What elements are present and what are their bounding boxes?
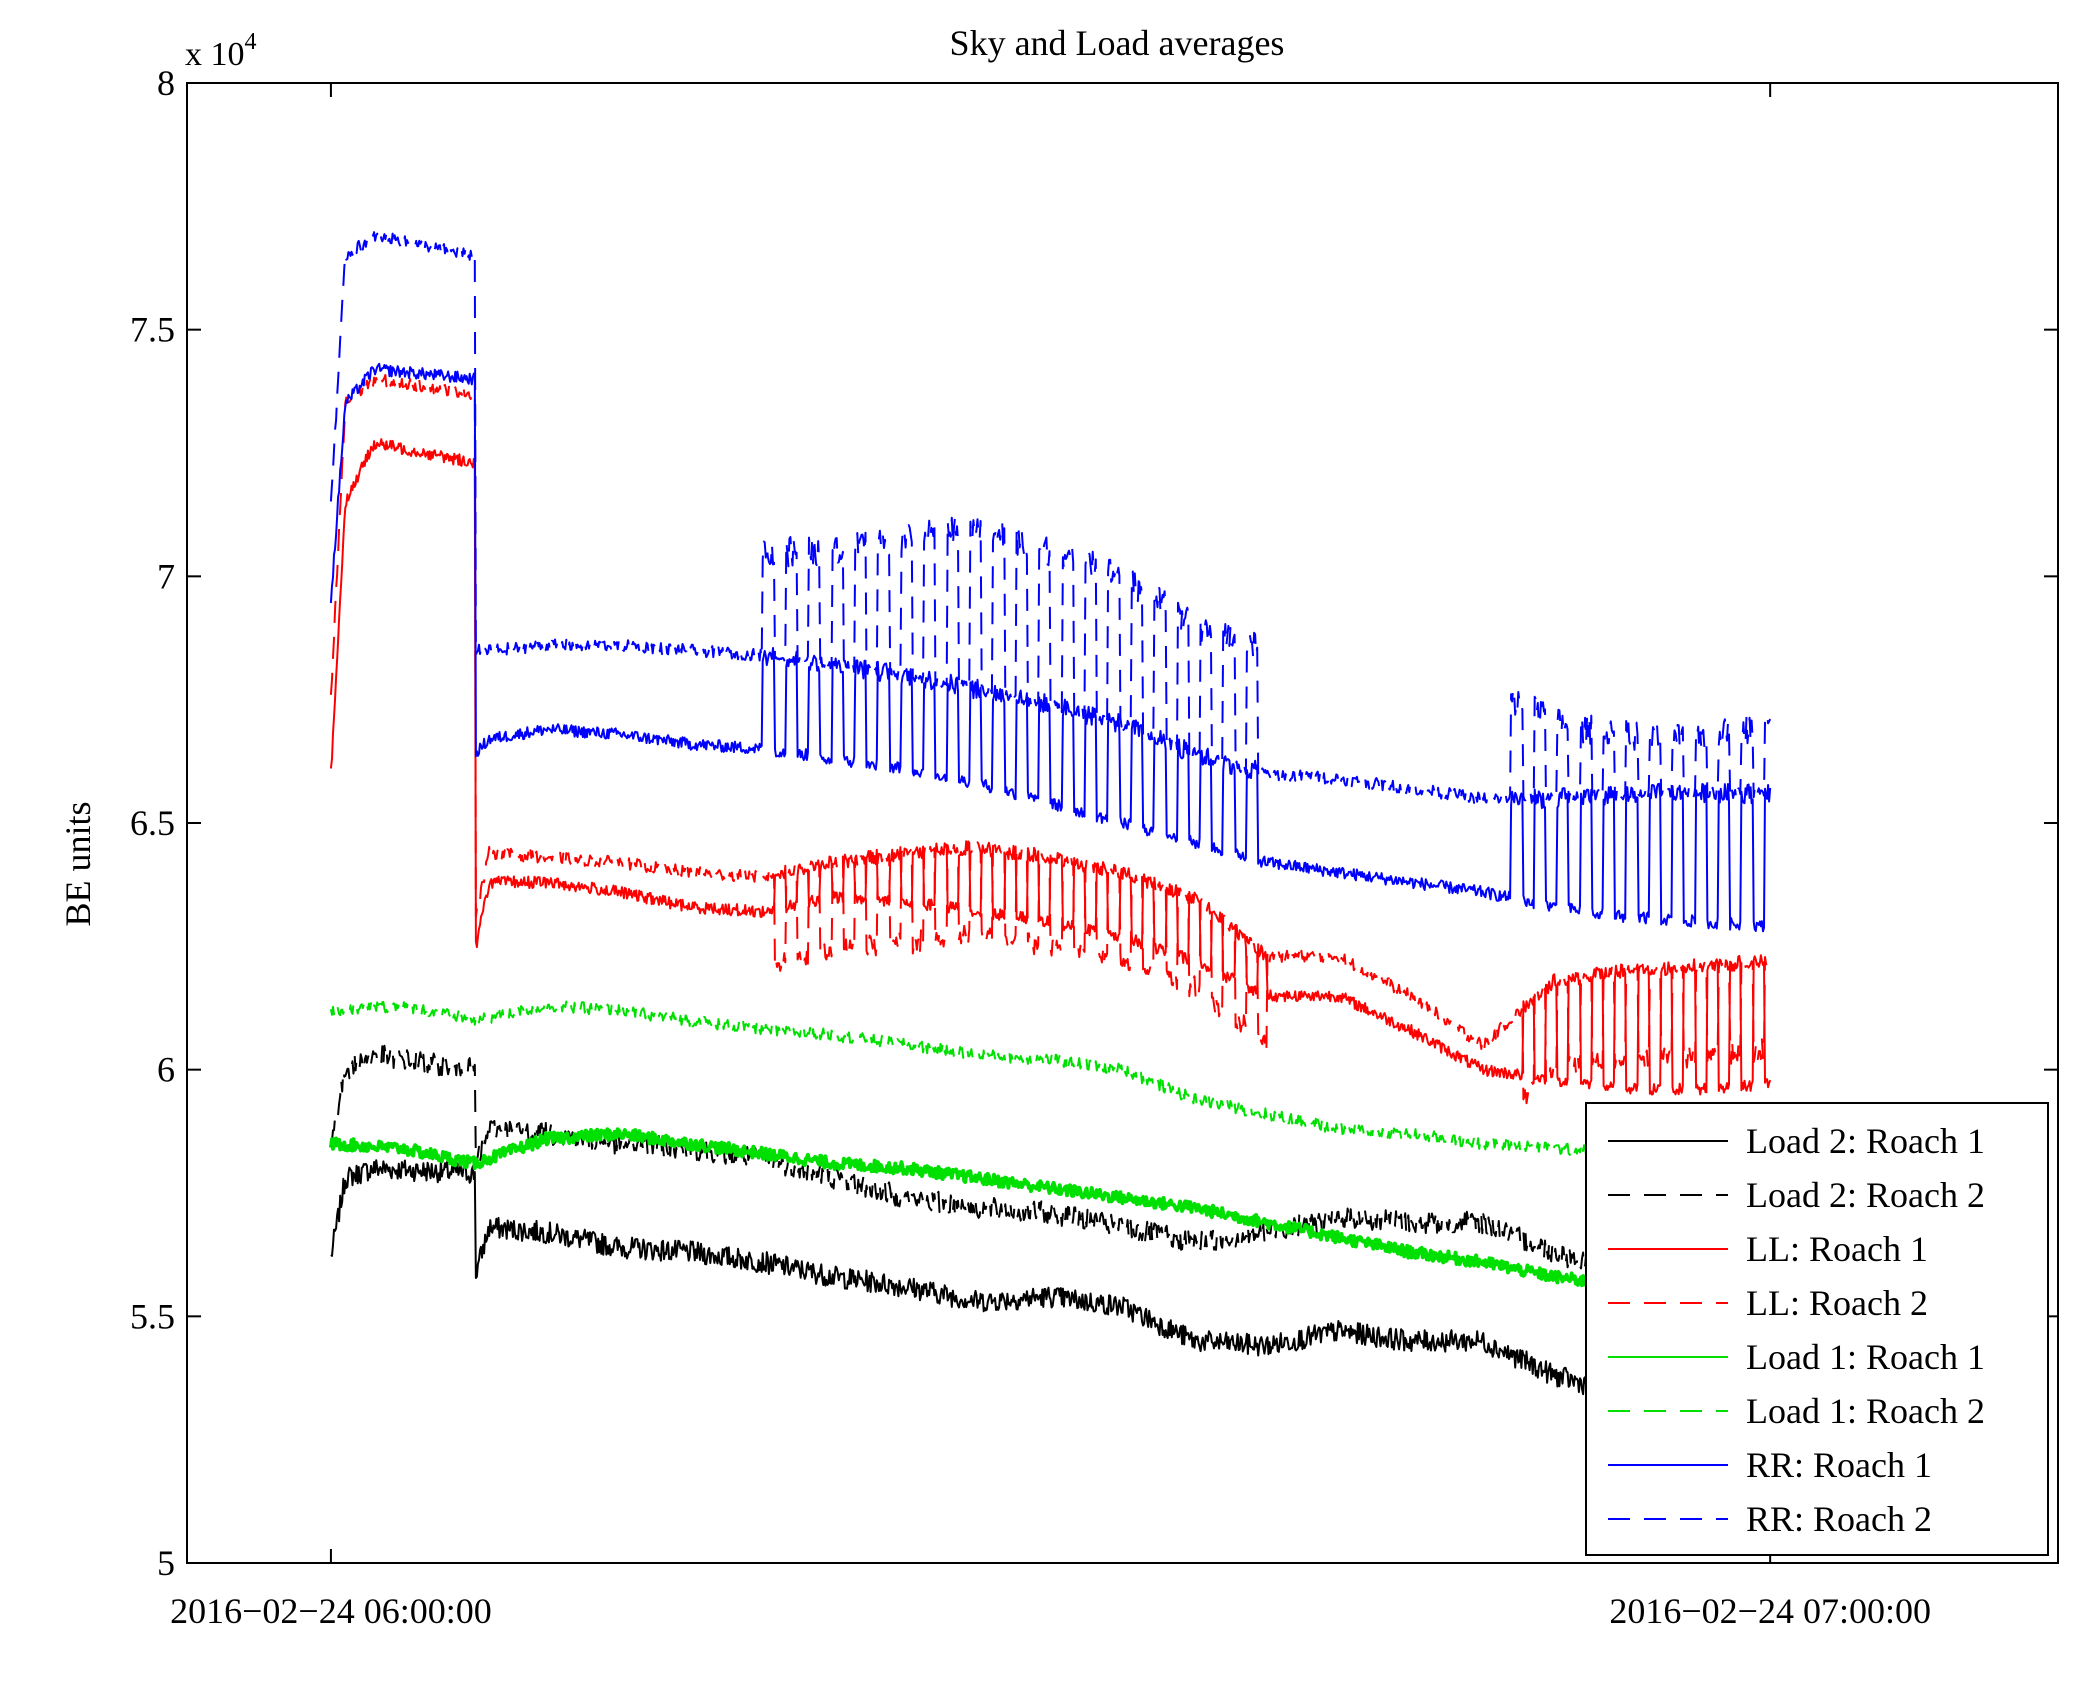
chart-title: Sky and Load averages [950,23,1285,63]
legend-label: LL: Roach 2 [1746,1283,1928,1323]
legend-label: Load 2: Roach 2 [1746,1175,1985,1215]
y-exponent-label: x 104 [185,29,257,73]
legend-box [1585,1102,2049,1556]
series-line-0 [330,1159,1772,1421]
series-line-3 [329,373,1772,1105]
series-line-4 [328,1127,1773,1304]
legend-label: Load 2: Roach 1 [1746,1121,1985,1161]
legend-label: Load 1: Roach 1 [1746,1337,1985,1377]
x-tick-label: 2016−02−24 06:00:00 [170,1591,492,1631]
legend-label: RR: Roach 2 [1746,1499,1932,1539]
series-line-5 [329,1000,1771,1165]
y-axis-label: BE units [58,801,98,926]
legend-label: LL: Roach 1 [1746,1229,1928,1269]
series-line-6 [329,362,1772,933]
x-tick-label: 2016−02−24 07:00:00 [1609,1591,1931,1631]
y-exponent-base: x 10 [185,36,245,73]
y-tick-label: 8 [157,63,175,103]
series-layer [328,231,1773,1421]
legend: Load 2: Roach 1 Load 2: Roach 2 LL: Roach … [1585,1102,2049,1556]
y-exponent-power: 4 [245,29,257,55]
legend-label: RR: Roach 1 [1746,1445,1932,1485]
y-tick-label: 6.5 [130,803,175,843]
series-line-7 [329,231,1772,804]
y-tick-label: 5 [157,1543,175,1583]
y-tick-label: 7.5 [130,310,175,350]
axes-box [186,82,2059,1564]
legend-label: Load 1: Roach 2 [1746,1391,1985,1431]
series-line-2 [329,438,1772,1096]
y-tick-label: 7 [157,556,175,596]
y-tick-label: 6 [157,1050,175,1090]
y-tick-label: 5.5 [130,1296,175,1336]
axis-ticks: 5 5.5 6 6.5 7 7.5 8 2016−02−24 06:00:00 2016−02−… [130,63,2058,1631]
